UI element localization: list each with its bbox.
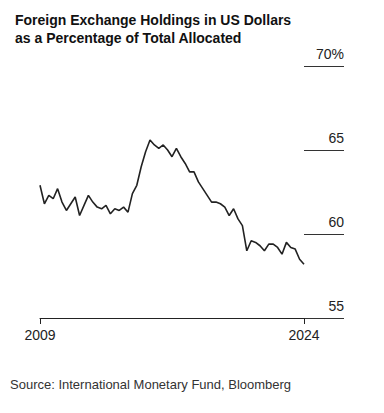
svg-text:2024: 2024 <box>288 327 319 343</box>
svg-text:Source: International Monetary: Source: International Monetary Fund, Blo… <box>10 377 291 392</box>
svg-text:60: 60 <box>328 214 344 230</box>
svg-text:65: 65 <box>328 130 344 146</box>
svg-text:70%: 70% <box>316 46 344 62</box>
svg-text:55: 55 <box>328 298 344 314</box>
svg-text:2009: 2009 <box>24 327 55 343</box>
svg-text:as a Percentage of Total Alloc: as a Percentage of Total Allocated <box>15 30 241 46</box>
svg-text:Foreign Exchange Holdings in U: Foreign Exchange Holdings in US Dollars <box>15 12 291 28</box>
